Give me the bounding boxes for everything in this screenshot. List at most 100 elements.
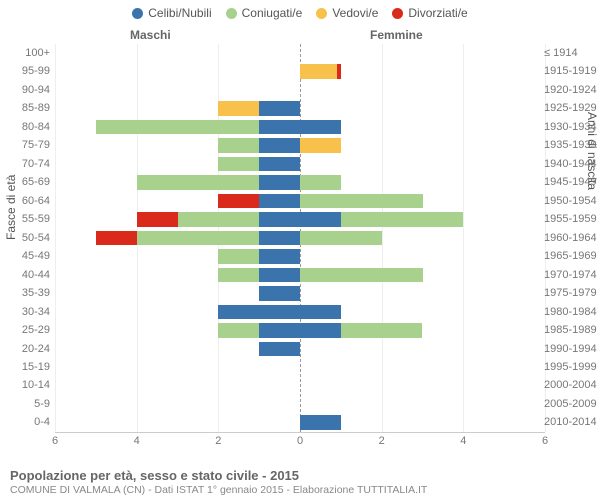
birth-year-label: 2000-2004 xyxy=(544,376,600,394)
birth-year-label: 1965-1969 xyxy=(544,247,600,265)
chart-row: 5-92005-2009 xyxy=(55,395,545,413)
chart-row: 20-241990-1994 xyxy=(55,340,545,358)
footer: Popolazione per età, sesso e stato civil… xyxy=(10,468,590,496)
chart-row: 35-391975-1979 xyxy=(55,284,545,302)
chart-row: 0-42010-2014 xyxy=(55,413,545,431)
legend-swatch xyxy=(226,8,237,19)
age-label: 30-34 xyxy=(5,303,50,321)
birth-year-label: 1995-1999 xyxy=(544,358,600,376)
bar-segment-cel xyxy=(259,268,300,282)
bar-segment-cel xyxy=(259,342,300,356)
bar-segment-div xyxy=(96,231,137,245)
bar-segment-cel xyxy=(259,231,300,245)
chart-row: 95-991915-1919 xyxy=(55,62,545,80)
age-label: 25-29 xyxy=(5,321,50,339)
chart-row: 10-142000-2004 xyxy=(55,376,545,394)
birth-year-label: 1985-1989 xyxy=(544,321,600,339)
bar-segment-cel xyxy=(259,194,300,208)
bar-segment-con xyxy=(300,268,423,282)
bar-segment-con xyxy=(218,138,259,152)
bar-segment-div xyxy=(218,194,259,208)
bar-segment-con xyxy=(96,120,259,134)
female-bar xyxy=(300,323,422,337)
chart-row: 55-591955-1959 xyxy=(55,210,545,228)
bar-segment-con xyxy=(300,175,341,189)
legend-item: Vedovi/e xyxy=(316,6,378,20)
legend-swatch xyxy=(392,8,403,19)
birth-year-label: 1920-1924 xyxy=(544,81,600,99)
bar-segment-cel xyxy=(259,323,300,337)
x-tick: 4 xyxy=(134,435,140,447)
birth-year-label: 2005-2009 xyxy=(544,395,600,413)
legend-label: Vedovi/e xyxy=(332,6,378,20)
age-label: 90-94 xyxy=(5,81,50,99)
birth-year-label: 1960-1964 xyxy=(544,229,600,247)
male-label: Maschi xyxy=(130,28,171,42)
female-bar xyxy=(300,120,341,134)
bar-segment-cel xyxy=(300,212,341,226)
x-tick: 2 xyxy=(379,435,385,447)
bar-segment-ved xyxy=(218,101,259,115)
chart-row: 75-791935-1939 xyxy=(55,136,545,154)
birth-year-label: 1990-1994 xyxy=(544,340,600,358)
male-bar xyxy=(96,231,300,245)
bar-segment-cel xyxy=(259,138,300,152)
male-bar xyxy=(218,138,300,152)
chart-row: 45-491965-1969 xyxy=(55,247,545,265)
female-bar xyxy=(300,194,423,208)
bar-segment-cel xyxy=(259,249,300,263)
chart-row: 70-741940-1944 xyxy=(55,155,545,173)
legend-label: Divorziati/e xyxy=(408,6,467,20)
chart-row: 80-841930-1934 xyxy=(55,118,545,136)
chart-title: Popolazione per età, sesso e stato civil… xyxy=(10,468,590,483)
female-label: Femmine xyxy=(370,28,423,42)
male-bar xyxy=(96,120,300,134)
x-tick: 4 xyxy=(460,435,466,447)
birth-year-label: 1915-1919 xyxy=(544,62,600,80)
birth-year-label: 1955-1959 xyxy=(544,210,600,228)
age-label: 70-74 xyxy=(5,155,50,173)
age-label: 10-14 xyxy=(5,376,50,394)
legend-label: Coniugati/e xyxy=(242,6,303,20)
bar-segment-con xyxy=(178,212,260,226)
legend-label: Celibi/Nubili xyxy=(148,6,211,20)
chart-row: 90-941920-1924 xyxy=(55,81,545,99)
age-label: 15-19 xyxy=(5,358,50,376)
age-label: 5-9 xyxy=(5,395,50,413)
chart-row: 65-691945-1949 xyxy=(55,173,545,191)
birth-year-label: 1930-1934 xyxy=(544,118,600,136)
chart-row: 60-641950-1954 xyxy=(55,192,545,210)
x-tick: 2 xyxy=(215,435,221,447)
plot: 100+≤ 191495-991915-191990-941920-192485… xyxy=(55,44,545,432)
x-axis: 6420246 xyxy=(55,432,545,448)
chart-row: 85-891925-1929 xyxy=(55,99,545,117)
birth-year-label: 1970-1974 xyxy=(544,266,600,284)
bar-segment-cel xyxy=(259,101,300,115)
female-bar xyxy=(300,64,341,78)
bar-segment-con xyxy=(137,175,260,189)
chart-subtitle: COMUNE DI VALMALA (CN) - Dati ISTAT 1° g… xyxy=(10,484,590,496)
legend-item: Divorziati/e xyxy=(392,6,467,20)
bar-segment-con xyxy=(218,249,259,263)
x-tick: 6 xyxy=(542,435,548,447)
birth-year-label: 1940-1944 xyxy=(544,155,600,173)
female-bar xyxy=(300,231,382,245)
age-label: 75-79 xyxy=(5,136,50,154)
bar-segment-con xyxy=(341,212,464,226)
chart-row: 15-191995-1999 xyxy=(55,358,545,376)
x-tick: 6 xyxy=(52,435,58,447)
bar-segment-div xyxy=(337,64,341,78)
bar-segment-con xyxy=(341,323,423,337)
age-label: 65-69 xyxy=(5,173,50,191)
bar-segment-con xyxy=(137,231,260,245)
male-bar xyxy=(218,101,300,115)
age-label: 20-24 xyxy=(5,340,50,358)
female-bar xyxy=(300,305,341,319)
birth-year-label: 1945-1949 xyxy=(544,173,600,191)
chart-area: 100+≤ 191495-991915-191990-941920-192485… xyxy=(55,44,545,444)
bar-segment-con xyxy=(300,194,423,208)
male-bar xyxy=(218,268,300,282)
female-bar xyxy=(300,268,423,282)
legend-item: Coniugati/e xyxy=(226,6,303,20)
age-label: 55-59 xyxy=(5,210,50,228)
